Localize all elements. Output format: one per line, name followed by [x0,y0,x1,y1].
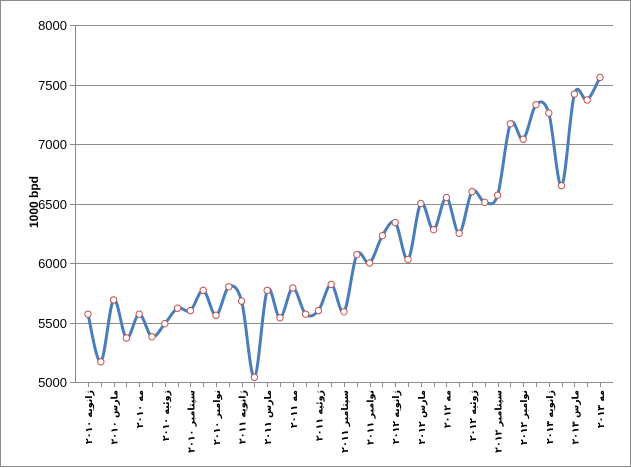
data-point [148,333,156,341]
series [86,75,602,379]
gridlines [75,25,613,324]
data-point [532,101,540,109]
y-tick-label: 6500 [38,197,67,212]
data-point [301,310,310,318]
data-point [353,250,361,259]
x-tick-label: ژوئیه ۲۰۱۱ [314,390,325,441]
y-tick-label: 7000 [38,137,67,152]
data-point [365,259,374,267]
data-point [135,310,143,318]
x-axis-tick-labels: ژانویه ۲۰۱۰ مارس ۲۰۱۰ مه ۲۰۱۰ ژوئیه ۲۰۱۰ سپت… [84,390,607,453]
x-tick-label: مه ۲۰۱۳ [596,390,607,428]
data-point [519,135,527,143]
x-tick-label: مارس ۲۰۱۲ [417,390,428,445]
data-point [212,311,220,320]
x-tick-label: ژانویه ۲۰۱۱ [238,390,249,444]
data-point [506,120,515,128]
data-point [468,187,476,196]
data-markers [84,73,604,381]
data-point [276,314,284,322]
data-point [161,319,169,328]
x-tick-label: مه ۲۰۱۰ [135,390,146,428]
y-tick-label: 5000 [38,375,67,390]
data-point [122,334,131,342]
data-point [314,306,323,315]
x-tick-label: سپتامبر ۲۰۱۲ [494,390,505,453]
data-point [404,255,412,264]
y-axis-title: 1000 bpd [27,176,41,228]
x-tick-label: سپتامبر ۲۰۱۱ [340,390,351,453]
data-point [417,199,425,208]
y-tick-label: 6000 [38,256,67,271]
series-line [86,75,602,379]
data-point [327,280,335,289]
data-point [596,73,604,82]
x-tick-label: ژوئیه ۲۰۱۲ [468,390,479,441]
data-point [545,109,553,117]
data-point [84,310,92,318]
x-tick-label: نوامبر ۲۰۱۱ [366,390,377,445]
data-point [263,286,271,295]
data-point [237,297,246,305]
y-tick-label: 8000 [38,18,67,33]
x-tick-label: نوامبر ۲۰۱۰ [212,390,223,445]
data-point [109,296,118,304]
data-point [173,304,182,312]
y-tick-label: 5500 [38,316,67,331]
data-point [391,218,399,227]
data-point [429,225,438,234]
x-tick-label: ژانویه ۲۰۱۳ [545,390,556,444]
data-point [583,96,591,104]
data-point [250,373,259,381]
data-point [557,181,566,190]
x-tick-label: مه ۲۰۱۲ [442,390,453,428]
data-point [97,358,105,366]
x-tick-label: مارس ۲۰۱۱ [263,390,274,445]
axes [70,25,613,387]
data-point [289,284,297,292]
y-axis-tick-labels: 5000 5500 6000 6500 7000 7500 8000 [38,18,67,390]
x-tick-label: نوامبر ۲۰۱۲ [519,390,530,445]
data-point [186,306,195,315]
data-point [481,198,489,207]
data-point [225,283,233,291]
x-tick-label: سپتامبر ۲۰۱۰ [186,390,197,453]
x-tick-label: ژوئیه ۲۰۱۰ [161,390,172,441]
data-point [570,90,579,98]
y-tick-label: 7500 [38,78,67,93]
x-tick-label: مه ۲۰۱۱ [289,390,300,428]
x-tick-label: مارس ۲۰۱۳ [570,390,581,445]
x-tick-label: ژانویه ۲۰۱۲ [391,390,402,444]
data-point [199,286,207,295]
data-point [378,231,387,240]
x-tick-label: مارس ۲۰۱۰ [110,390,121,445]
data-point [455,229,463,237]
data-point [442,193,451,202]
data-point [340,308,348,316]
data-point [493,191,502,199]
x-tick-label: ژانویه ۲۰۱۰ [84,390,95,444]
